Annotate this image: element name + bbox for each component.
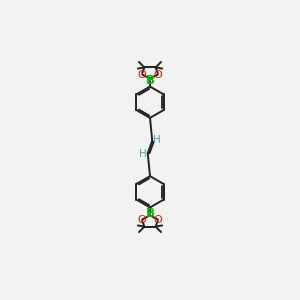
Text: O: O [153, 70, 162, 80]
Text: B: B [146, 74, 154, 87]
Text: O: O [138, 70, 147, 80]
Text: O: O [138, 214, 147, 224]
Text: O: O [153, 214, 162, 224]
Text: H: H [139, 149, 147, 159]
Text: B: B [146, 207, 154, 220]
Text: H: H [153, 135, 161, 145]
